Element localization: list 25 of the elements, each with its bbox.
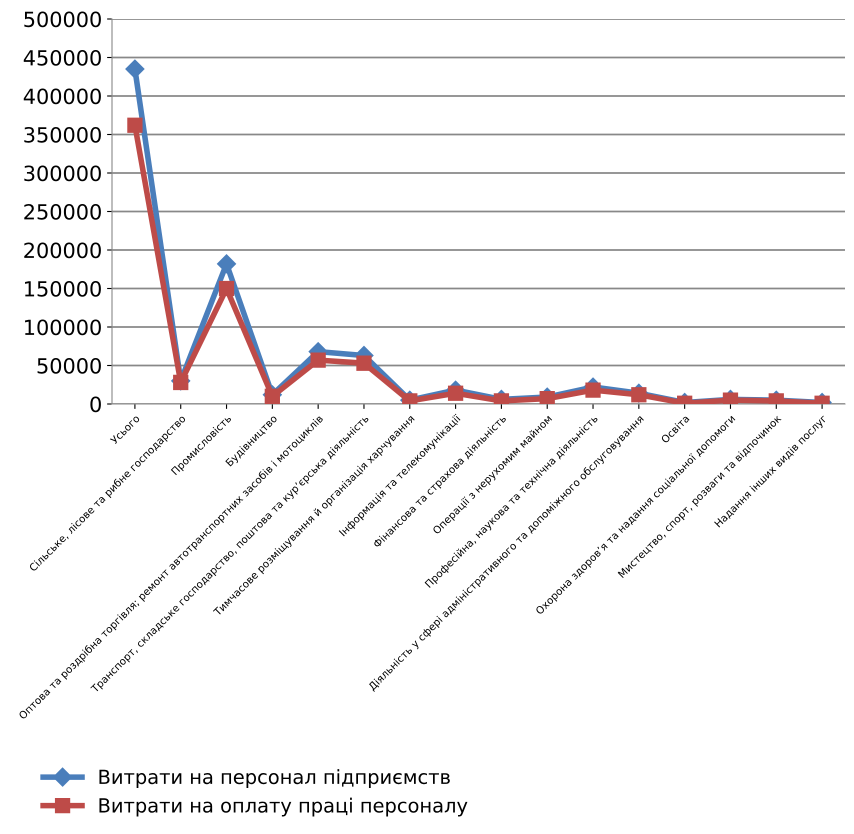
point (310, 352, 326, 368)
y-tick-label: 200000 (24, 242, 101, 258)
point (173, 374, 188, 390)
y-tick-label: 250000 (24, 204, 101, 220)
y-tick-label: 300000 (24, 165, 101, 182)
point (540, 390, 555, 404)
point (448, 386, 464, 401)
y-tick-label: 100000 (25, 319, 101, 336)
point (125, 60, 144, 79)
point (585, 382, 601, 398)
y-tick-label: 500000 (24, 11, 101, 28)
y-tick-label: 350000 (24, 126, 101, 143)
y-tick-label: 50000 (38, 358, 101, 374)
point (216, 254, 236, 274)
point (631, 387, 646, 402)
y-tick-label: 400000 (24, 88, 101, 104)
point (264, 388, 280, 404)
y-tick-label: 150000 (25, 280, 101, 297)
y-tick-label: 450000 (24, 50, 101, 66)
point (218, 280, 234, 296)
y-tick-label: 0 (90, 396, 101, 412)
legend-label: Витрати на персонал підприємств (99, 769, 450, 788)
point (356, 356, 372, 371)
point (127, 118, 143, 133)
legend-label: Витрати на оплату праці персоналу (99, 798, 468, 816)
